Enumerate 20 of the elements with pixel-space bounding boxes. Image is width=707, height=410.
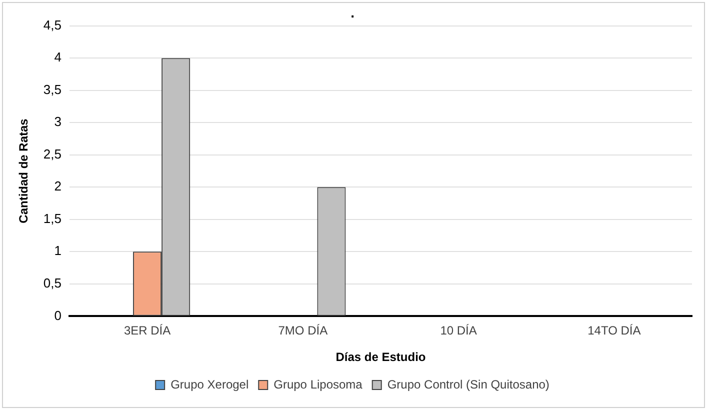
y-tick-label: 2,5 (43, 146, 62, 162)
x-axis-title: Días de Estudio (336, 350, 426, 364)
y-tick-label: 4,5 (43, 17, 62, 32)
y-tick-label: 0 (54, 308, 62, 323)
y-axis-title: Cantidad de Ratas (16, 118, 31, 224)
x-tick-label: 3ER DÍA (124, 324, 171, 338)
legend-label: Grupo Control (Sin Quitosano) (387, 377, 550, 392)
legend-label: Grupo Liposoma (274, 377, 363, 392)
y-tick-label: 3 (54, 114, 62, 130)
legend-label: Grupo Xerogel (170, 377, 249, 392)
x-tick-label: 14TO DÍA (588, 324, 641, 338)
y-tick-label: 4 (54, 50, 62, 65)
x-tick-label: 7MO DÍA (278, 324, 328, 338)
y-tick-label: 3,5 (43, 82, 62, 97)
chart-title: . (350, 4, 354, 20)
x-tick-label: 10 DÍA (440, 324, 477, 338)
y-tick-label: 2 (54, 178, 62, 194)
y-tick-label: 1,5 (43, 210, 62, 226)
y-tick-label: 0,5 (43, 276, 62, 291)
y-tick-label: 1 (54, 243, 62, 258)
